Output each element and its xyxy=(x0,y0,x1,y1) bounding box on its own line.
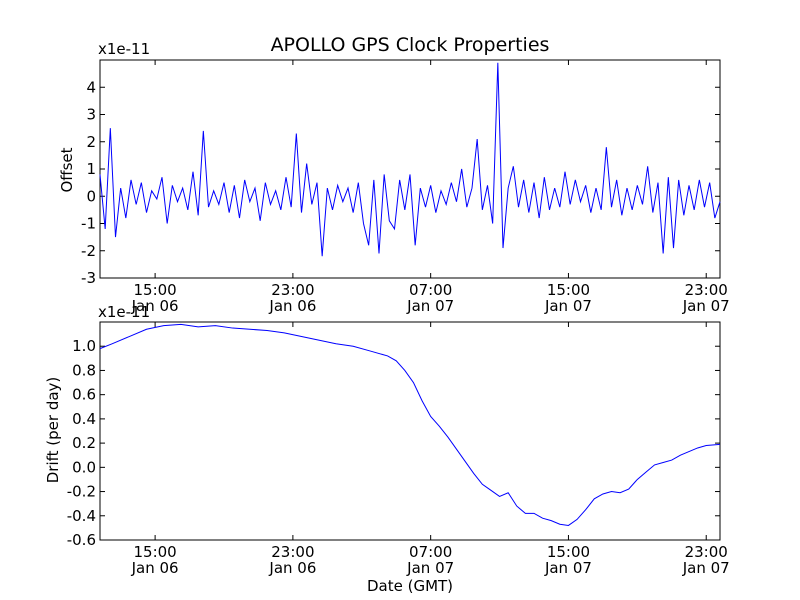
drift-y-tick-label: 0.0 xyxy=(72,458,96,476)
drift-multiplier-label: x1e-11 xyxy=(98,303,150,321)
offset-y-axis-label: Offset xyxy=(58,147,76,192)
offset-x-tick-label: 23:00 xyxy=(685,281,728,299)
drift-y-tick-label: -0.4 xyxy=(67,507,96,525)
offset-x-tick-label: Jan 07 xyxy=(406,297,454,315)
offset-series-line xyxy=(99,62,721,257)
offset-y-tick-label: 1 xyxy=(86,160,96,178)
drift-y-tick-label: 0.2 xyxy=(72,434,96,452)
drift-y-tick-label: -0.6 xyxy=(67,531,96,549)
offset-x-tick-label: Jan 07 xyxy=(544,297,592,315)
offset-y-tick-label: -2 xyxy=(81,242,96,260)
drift-y-tick-label: 0.6 xyxy=(72,386,96,404)
offset-y-tick-label: -3 xyxy=(81,269,96,287)
drift-y-axis-label: Drift (per day) xyxy=(44,377,62,484)
drift-series-line xyxy=(99,323,721,526)
drift-x-tick-label: Jan 06 xyxy=(131,559,179,577)
offset-y-tick-label: 2 xyxy=(86,133,96,151)
drift-x-axis-label: Date (GMT) xyxy=(367,577,453,595)
offset-x-tick-label: Jan 06 xyxy=(131,297,179,315)
offset-y-tick-label: -1 xyxy=(81,215,96,233)
offset-y-tick-label: 3 xyxy=(86,106,96,124)
drift-y-tick-label: 0.4 xyxy=(72,410,96,428)
drift-x-tick-label: 23:00 xyxy=(685,543,728,561)
drift-x-tick-label: 15:00 xyxy=(547,543,590,561)
offset-x-tick-label: 07:00 xyxy=(409,281,452,299)
offset-y-tick-label: 4 xyxy=(86,78,96,96)
drift-x-tick-label: Jan 07 xyxy=(544,559,592,577)
offset-y-ticks: -3 -2 -1 0 1 2 3 4 xyxy=(81,78,720,287)
chart-title: APOLLO GPS Clock Properties xyxy=(271,34,550,56)
drift-y-tick-label: 0.8 xyxy=(72,361,96,379)
drift-x-tick-label: 15:00 xyxy=(133,543,176,561)
drift-y-ticks: -0.6 -0.4 -0.2 0.0 0.2 0.4 0.6 0.8 1.0 xyxy=(67,337,720,549)
offset-x-tick-label: 15:00 xyxy=(133,281,176,299)
drift-x-tick-label: 07:00 xyxy=(409,543,452,561)
offset-plot-frame xyxy=(99,59,721,279)
drift-x-tick-label: 23:00 xyxy=(271,543,314,561)
drift-y-tick-label: -0.2 xyxy=(67,483,96,501)
offset-x-tick-label: 23:00 xyxy=(271,281,314,299)
drift-x-tick-label: Jan 07 xyxy=(682,559,730,577)
offset-y-tick-label: 0 xyxy=(86,187,96,205)
drift-x-tick-label: Jan 06 xyxy=(268,559,316,577)
drift-y-tick-label: 1.0 xyxy=(72,337,96,355)
offset-x-tick-label: 15:00 xyxy=(547,281,590,299)
offset-multiplier-label: x1e-11 xyxy=(98,40,150,58)
offset-x-tick-label: Jan 06 xyxy=(268,297,316,315)
drift-plot-frame xyxy=(99,321,721,541)
offset-panel: APOLLO GPS Clock Properties x1e-11 Offse… xyxy=(58,34,730,315)
drift-x-tick-label: Jan 07 xyxy=(406,559,454,577)
offset-x-tick-label: Jan 07 xyxy=(682,297,730,315)
drift-panel: x1e-11 Drift (per day) Date (GMT) -0.6-0… xyxy=(44,303,730,595)
